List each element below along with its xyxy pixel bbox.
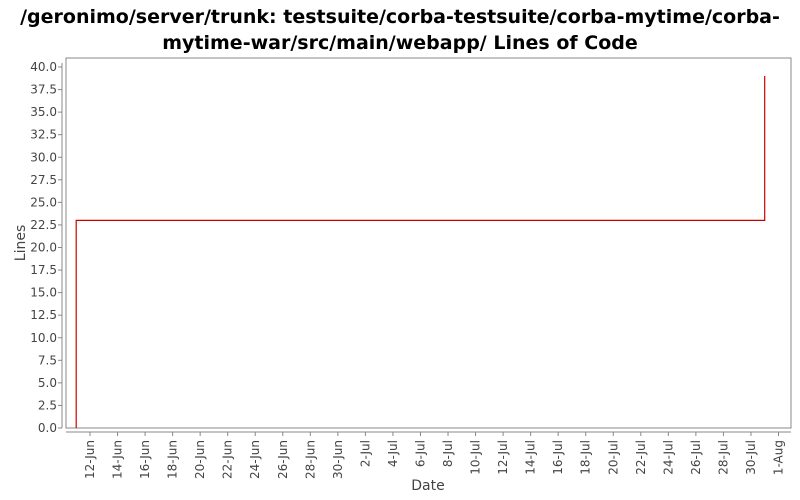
plot-area [65,57,792,429]
y-tick-label: 2.5 [38,398,57,412]
x-tick-label: 30-Jun [331,440,345,479]
x-tick-label: 4-Jul [386,440,400,467]
x-tick-label: 18-Jul [579,440,593,475]
y-axis-title: Lines [13,225,29,261]
y-tick-label: 15.0 [30,286,57,300]
y-tick-label: 20.0 [30,241,57,255]
x-tick-label: 14-Jun [111,440,125,479]
x-tick-label: 12-Jun [83,440,97,479]
y-tick-label: 37.5 [30,83,57,97]
y-tick-label: 32.5 [30,128,57,142]
series-group [75,76,766,428]
x-axis: 12-Jun 14-Jun 16-Jun 18-Jun 20-Jun 22-Jun 24-J… [66,431,791,479]
x-tick-label: 6-Jul [413,440,427,467]
y-tick-label: 12.5 [30,308,57,322]
x-tick-label: 16-Jun [138,440,152,479]
y-tick-label: 22.5 [30,218,57,232]
x-tick-label: 26-Jun [276,440,290,479]
y-tick-label: 5.0 [38,376,57,390]
y-tick-label: 17.5 [30,263,57,277]
x-tick-label: 30-Jul [744,440,758,475]
x-tick-label: 16-Jul [551,440,565,475]
x-tick-label: 22-Jul [634,440,648,475]
chart-title-line-1: /geronimo/server/trunk: testsuite/corba-… [20,6,780,28]
chart-title: /geronimo/server/trunk: testsuite/corba-… [0,4,800,56]
x-tick-label: 10-Jul [469,440,483,475]
y-axis: 0.0 2.5 5.0 7.5 10.0 12.5 15.0 17.5 20.0 22.5 25.0… [30,60,63,435]
y-tick-label: 35.0 [30,105,57,119]
y-tick-label: 27.5 [30,173,57,187]
x-tick-label: 20-Jul [606,440,620,475]
x-tick-label: 28-Jun [303,440,317,479]
chart-title-line-2: mytime-war/src/main/webapp/ Lines of Cod… [162,32,638,54]
x-tick-label: 20-Jun [193,440,207,479]
x-tick-label: 24-Jun [248,440,262,479]
x-tick-label: 28-Jul [716,440,730,475]
y-tick-label: 30.0 [30,150,57,164]
series-line [75,76,766,428]
y-tick-label: 40.0 [30,60,57,74]
x-tick-label: 24-Jul [661,440,675,475]
x-axis-title: Date [411,478,444,494]
x-tick-label: 2-Jul [358,440,372,467]
y-tick-label: 7.5 [38,353,57,367]
x-tick-label: 18-Jun [166,440,180,479]
y-tick-label: 0.0 [38,421,57,435]
x-tick-label: 14-Jul [524,440,538,475]
x-tick-label: 8-Jul [441,440,455,467]
x-tick-label: 26-Jul [689,440,703,475]
y-tick-label: 25.0 [30,195,57,209]
x-tick-label: 22-Jun [221,440,235,479]
x-tick-label: 12-Jul [496,440,510,475]
y-tick-label: 10.0 [30,331,57,345]
x-tick-label: 1-Aug [772,440,786,475]
